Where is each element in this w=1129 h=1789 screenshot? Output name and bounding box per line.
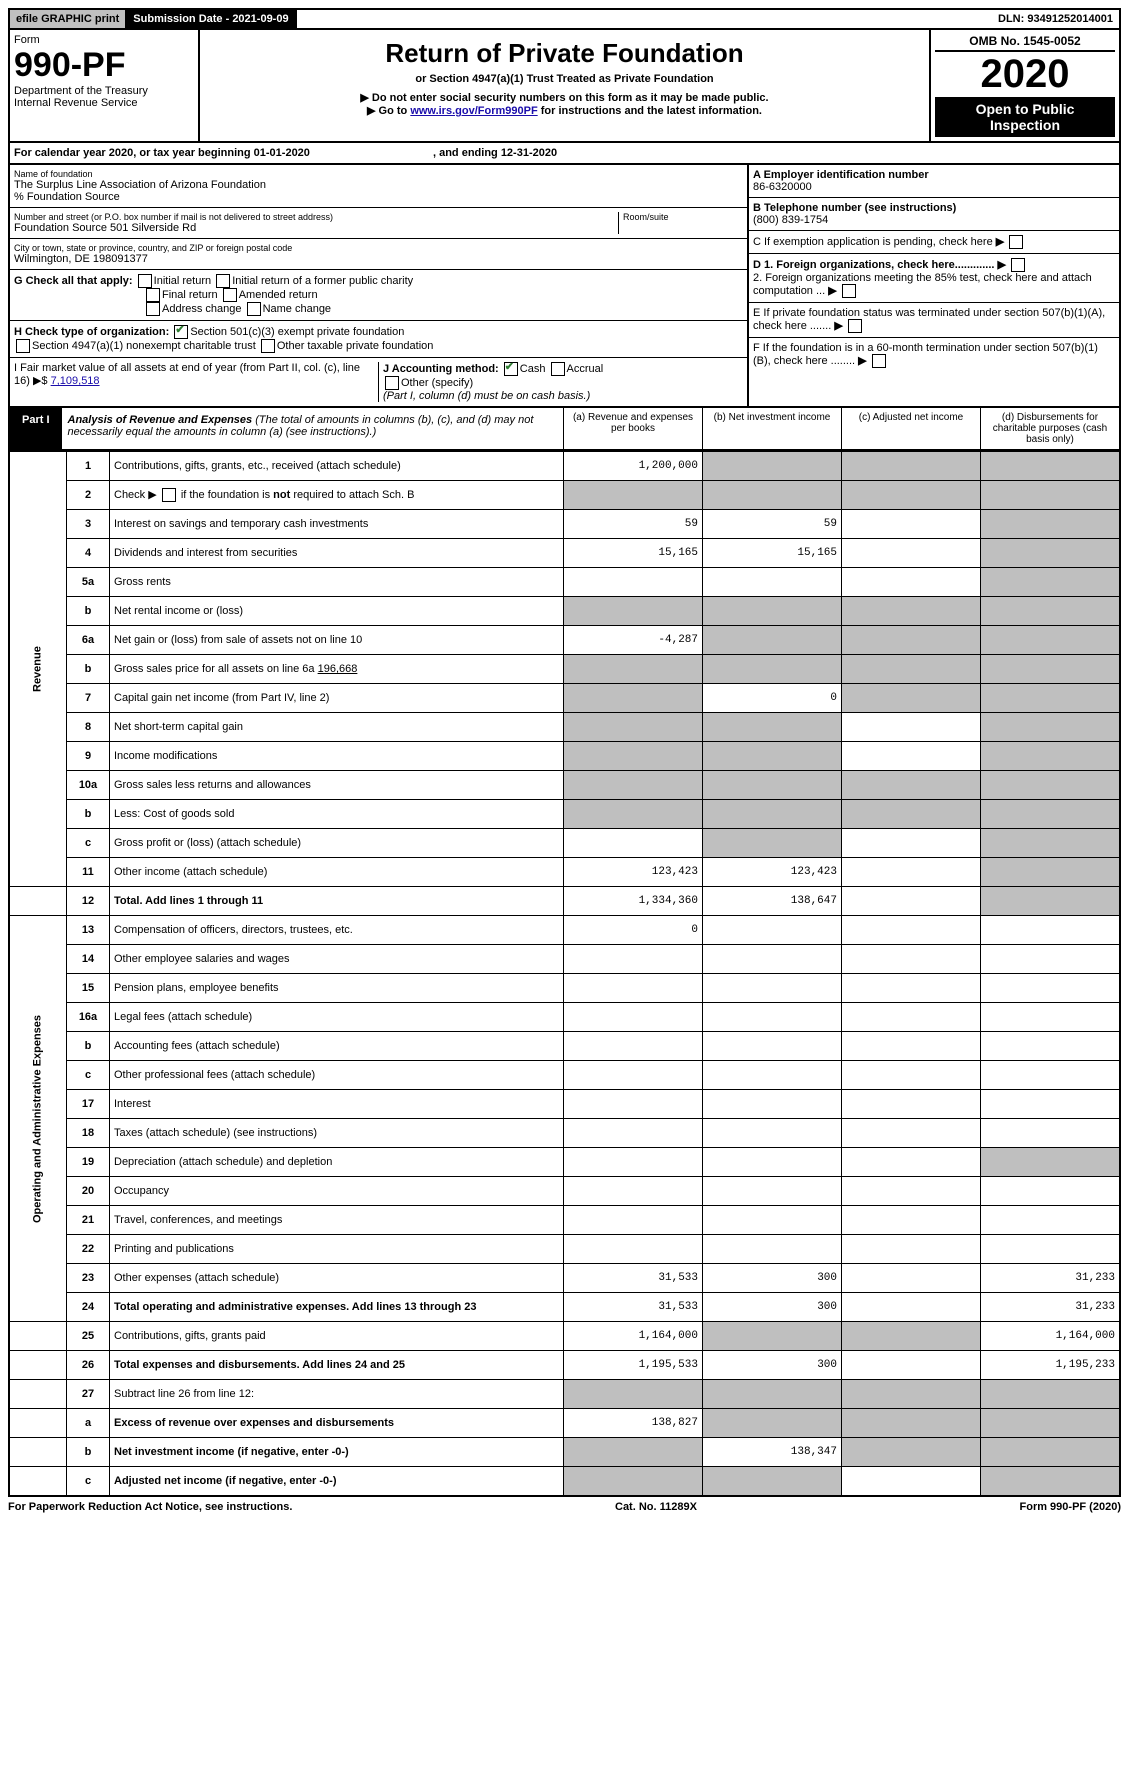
tax-year: 2020 — [935, 52, 1115, 97]
warn-line2: ▶ Go to www.irs.gov/Form990PF for instru… — [204, 104, 925, 117]
section-f: F If the foundation is in a 60-month ter… — [749, 338, 1119, 372]
section-h: H Check type of organization: Section 50… — [10, 321, 747, 358]
expenses-label: Operating and Administrative Expenses — [9, 916, 67, 1322]
warn-line1: ▶ Do not enter social security numbers o… — [204, 91, 925, 104]
ein-label: A Employer identification number — [753, 169, 929, 181]
form-subtitle: or Section 4947(a)(1) Trust Treated as P… — [204, 73, 925, 85]
city-label: City or town, state or province, country… — [14, 243, 743, 253]
part1-header: Part I Analysis of Revenue and Expenses … — [8, 408, 1121, 451]
footer-mid: Cat. No. 11289X — [615, 1501, 697, 1513]
section-j: J Accounting method: Cash Accrual Other … — [379, 362, 743, 402]
section-e: E If private foundation status was termi… — [749, 303, 1119, 338]
form-title: Return of Private Foundation — [204, 38, 925, 69]
form-link[interactable]: www.irs.gov/Form990PF — [410, 105, 537, 117]
dept-label: Department of the Treasury — [14, 85, 194, 97]
footer-left: For Paperwork Reduction Act Notice, see … — [8, 1501, 292, 1513]
name-label: Name of foundation — [14, 169, 743, 179]
top-bar: efile GRAPHIC print Submission Date - 20… — [8, 8, 1121, 30]
col-a-header: (a) Revenue and expenses per books — [563, 408, 702, 449]
col-c-header: (c) Adjusted net income — [841, 408, 980, 449]
e-checkbox[interactable] — [848, 319, 862, 333]
g-initial-checkbox[interactable] — [138, 274, 152, 288]
f-checkbox[interactable] — [872, 354, 886, 368]
fmv-link[interactable]: 7,109,518 — [51, 375, 100, 387]
h-4947-checkbox[interactable] — [16, 339, 30, 353]
g-final-checkbox[interactable] — [146, 288, 160, 302]
open-public: Open to Public Inspection — [935, 97, 1115, 137]
form-label: Form — [14, 34, 194, 46]
care-of: % Foundation Source — [14, 191, 120, 203]
form-number: 990-PF — [14, 46, 194, 85]
tel-label: B Telephone number (see instructions) — [753, 202, 956, 214]
g-initial-former-checkbox[interactable] — [216, 274, 230, 288]
j-accrual-checkbox[interactable] — [551, 362, 565, 376]
section-i: I Fair market value of all assets at end… — [14, 362, 379, 402]
form-header: Form 990-PF Department of the Treasury I… — [8, 30, 1121, 143]
dln: DLN: 93491252014001 — [992, 10, 1119, 28]
h-other-checkbox[interactable] — [261, 339, 275, 353]
irs-label: Internal Revenue Service — [14, 97, 194, 109]
part1-label: Part I — [10, 408, 62, 449]
identification-block: Name of foundation The Surplus Line Asso… — [8, 165, 1121, 408]
j-other-checkbox[interactable] — [385, 376, 399, 390]
col-d-header: (d) Disbursements for charitable purpose… — [980, 408, 1119, 449]
submission-date: Submission Date - 2021-09-09 — [127, 10, 296, 28]
d2-checkbox[interactable] — [842, 284, 856, 298]
telephone: (800) 839-1754 — [753, 214, 828, 226]
col-b-header: (b) Net investment income — [702, 408, 841, 449]
city: Wilmington, DE 198091377 — [14, 253, 148, 265]
efile-label: efile GRAPHIC print — [10, 10, 127, 28]
g-amended-checkbox[interactable] — [223, 288, 237, 302]
section-g: G Check all that apply: Initial return I… — [10, 270, 747, 321]
section-c: C If exemption application is pending, c… — [749, 231, 1119, 254]
ein: 86-6320000 — [753, 181, 812, 193]
calendar-year-row: For calendar year 2020, or tax year begi… — [8, 143, 1121, 165]
omb-number: OMB No. 1545-0052 — [935, 34, 1115, 52]
foundation-name: The Surplus Line Association of Arizona … — [14, 179, 266, 191]
schb-checkbox[interactable] — [162, 488, 176, 502]
section-d: D 1. Foreign organizations, check here..… — [749, 254, 1119, 303]
g-address-checkbox[interactable] — [146, 302, 160, 316]
g-name-checkbox[interactable] — [247, 302, 261, 316]
d1-checkbox[interactable] — [1011, 258, 1025, 272]
address: Foundation Source 501 Silverside Rd — [14, 222, 196, 234]
addr-label: Number and street (or P.O. box number if… — [14, 212, 618, 222]
part1-table: Revenue 1Contributions, gifts, grants, e… — [8, 451, 1121, 1497]
footer-right: Form 990-PF (2020) — [1020, 1501, 1121, 1513]
h-501c3-checkbox[interactable] — [174, 325, 188, 339]
revenue-label: Revenue — [9, 452, 67, 887]
room-label: Room/suite — [623, 212, 743, 222]
j-cash-checkbox[interactable] — [504, 362, 518, 376]
c-checkbox[interactable] — [1009, 235, 1023, 249]
footer: For Paperwork Reduction Act Notice, see … — [8, 1497, 1121, 1517]
